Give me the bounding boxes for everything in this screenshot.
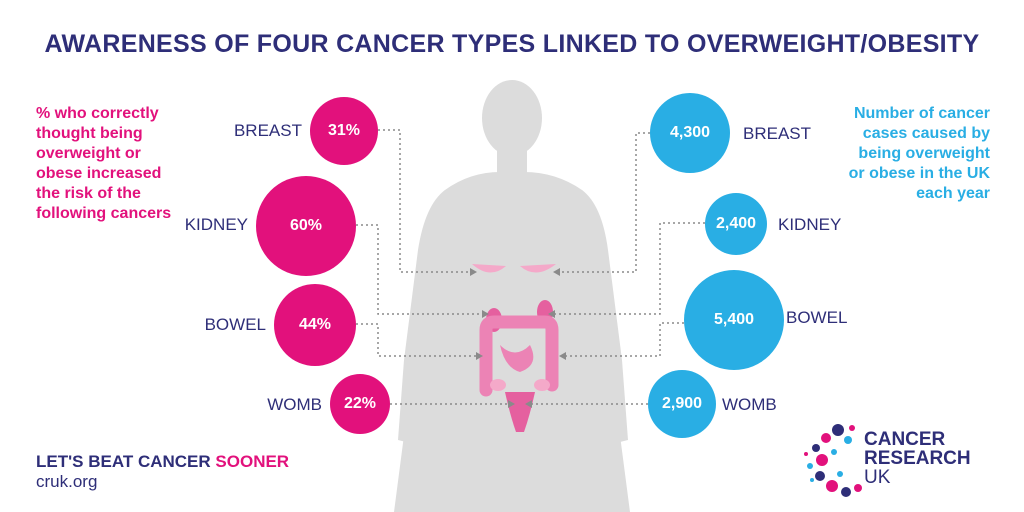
cases-womb-label: WOMB	[722, 395, 777, 414]
cases-bowel-value: 5,400	[713, 311, 755, 328]
ovary-right	[534, 379, 550, 391]
awareness-womb-circle: 22%	[330, 374, 390, 434]
cases-bowel-circle: 5,400	[684, 270, 784, 370]
bowel-organ	[479, 315, 559, 397]
slogan-highlight: SOONER	[215, 452, 290, 471]
breast-organ-right	[520, 264, 556, 273]
logo-line-3: UK	[864, 467, 891, 488]
human-silhouette	[394, 80, 630, 512]
awareness-bowel-circle: 44%	[274, 284, 356, 366]
cases-description: Number of cancer cases caused by being o…	[848, 105, 990, 202]
connector-kidney-right	[555, 222, 705, 315]
awareness-breast-value: 31%	[327, 122, 361, 139]
logo-line-2: RESEARCH	[864, 448, 971, 469]
slogan-main: LET'S BEAT CANCER	[36, 452, 216, 471]
awareness-kidney-label: KIDNEY	[184, 215, 248, 234]
awareness-bowel-label: BOWEL	[204, 315, 266, 334]
connector-breast-left	[378, 129, 470, 273]
connector-bowel-right	[566, 322, 684, 357]
slogan: LET'S BEAT CANCER SOONER	[36, 452, 289, 472]
logo-line-1: CANCER	[864, 429, 946, 450]
cruk-logo-text: CANCER RESEARCH UK	[864, 430, 971, 487]
connector-kidney-left	[356, 224, 482, 315]
awareness-breast-circle: 31%	[310, 97, 378, 165]
cases-breast-circle: 4,300	[650, 93, 730, 173]
cases-womb-value: 2,900	[661, 395, 703, 412]
cases-womb-circle: 2,900	[648, 370, 716, 438]
cases-breast-value: 4,300	[669, 124, 711, 141]
womb-organ	[505, 392, 535, 432]
small-intestine	[500, 345, 534, 372]
cases-kidney-value: 2,400	[715, 215, 757, 232]
cases-kidney-label: KIDNEY	[778, 215, 842, 234]
awareness-bowel-value: 44%	[298, 316, 332, 333]
awareness-kidney-value: 60%	[289, 217, 323, 234]
awareness-womb-value: 22%	[343, 395, 377, 412]
website-link[interactable]: cruk.org	[36, 472, 98, 491]
awareness-description: % who correctly thought being overweight…	[36, 105, 172, 222]
cases-breast-label: BREAST	[743, 124, 812, 143]
awareness-kidney-circle: 60%	[256, 176, 356, 276]
breast-organ-left	[472, 264, 506, 273]
cruk-logo-mark	[804, 424, 862, 497]
awareness-breast-label: BREAST	[233, 121, 302, 140]
page-title: AWARENESS OF FOUR CANCER TYPES LINKED TO…	[44, 30, 980, 58]
awareness-womb-label: WOMB	[267, 395, 322, 414]
cases-kidney-circle: 2,400	[705, 193, 767, 255]
ovary-left	[490, 379, 506, 391]
cases-bowel-label: BOWEL	[786, 308, 848, 327]
connector-bowel-left	[356, 323, 476, 357]
connector-breast-right	[560, 132, 650, 273]
